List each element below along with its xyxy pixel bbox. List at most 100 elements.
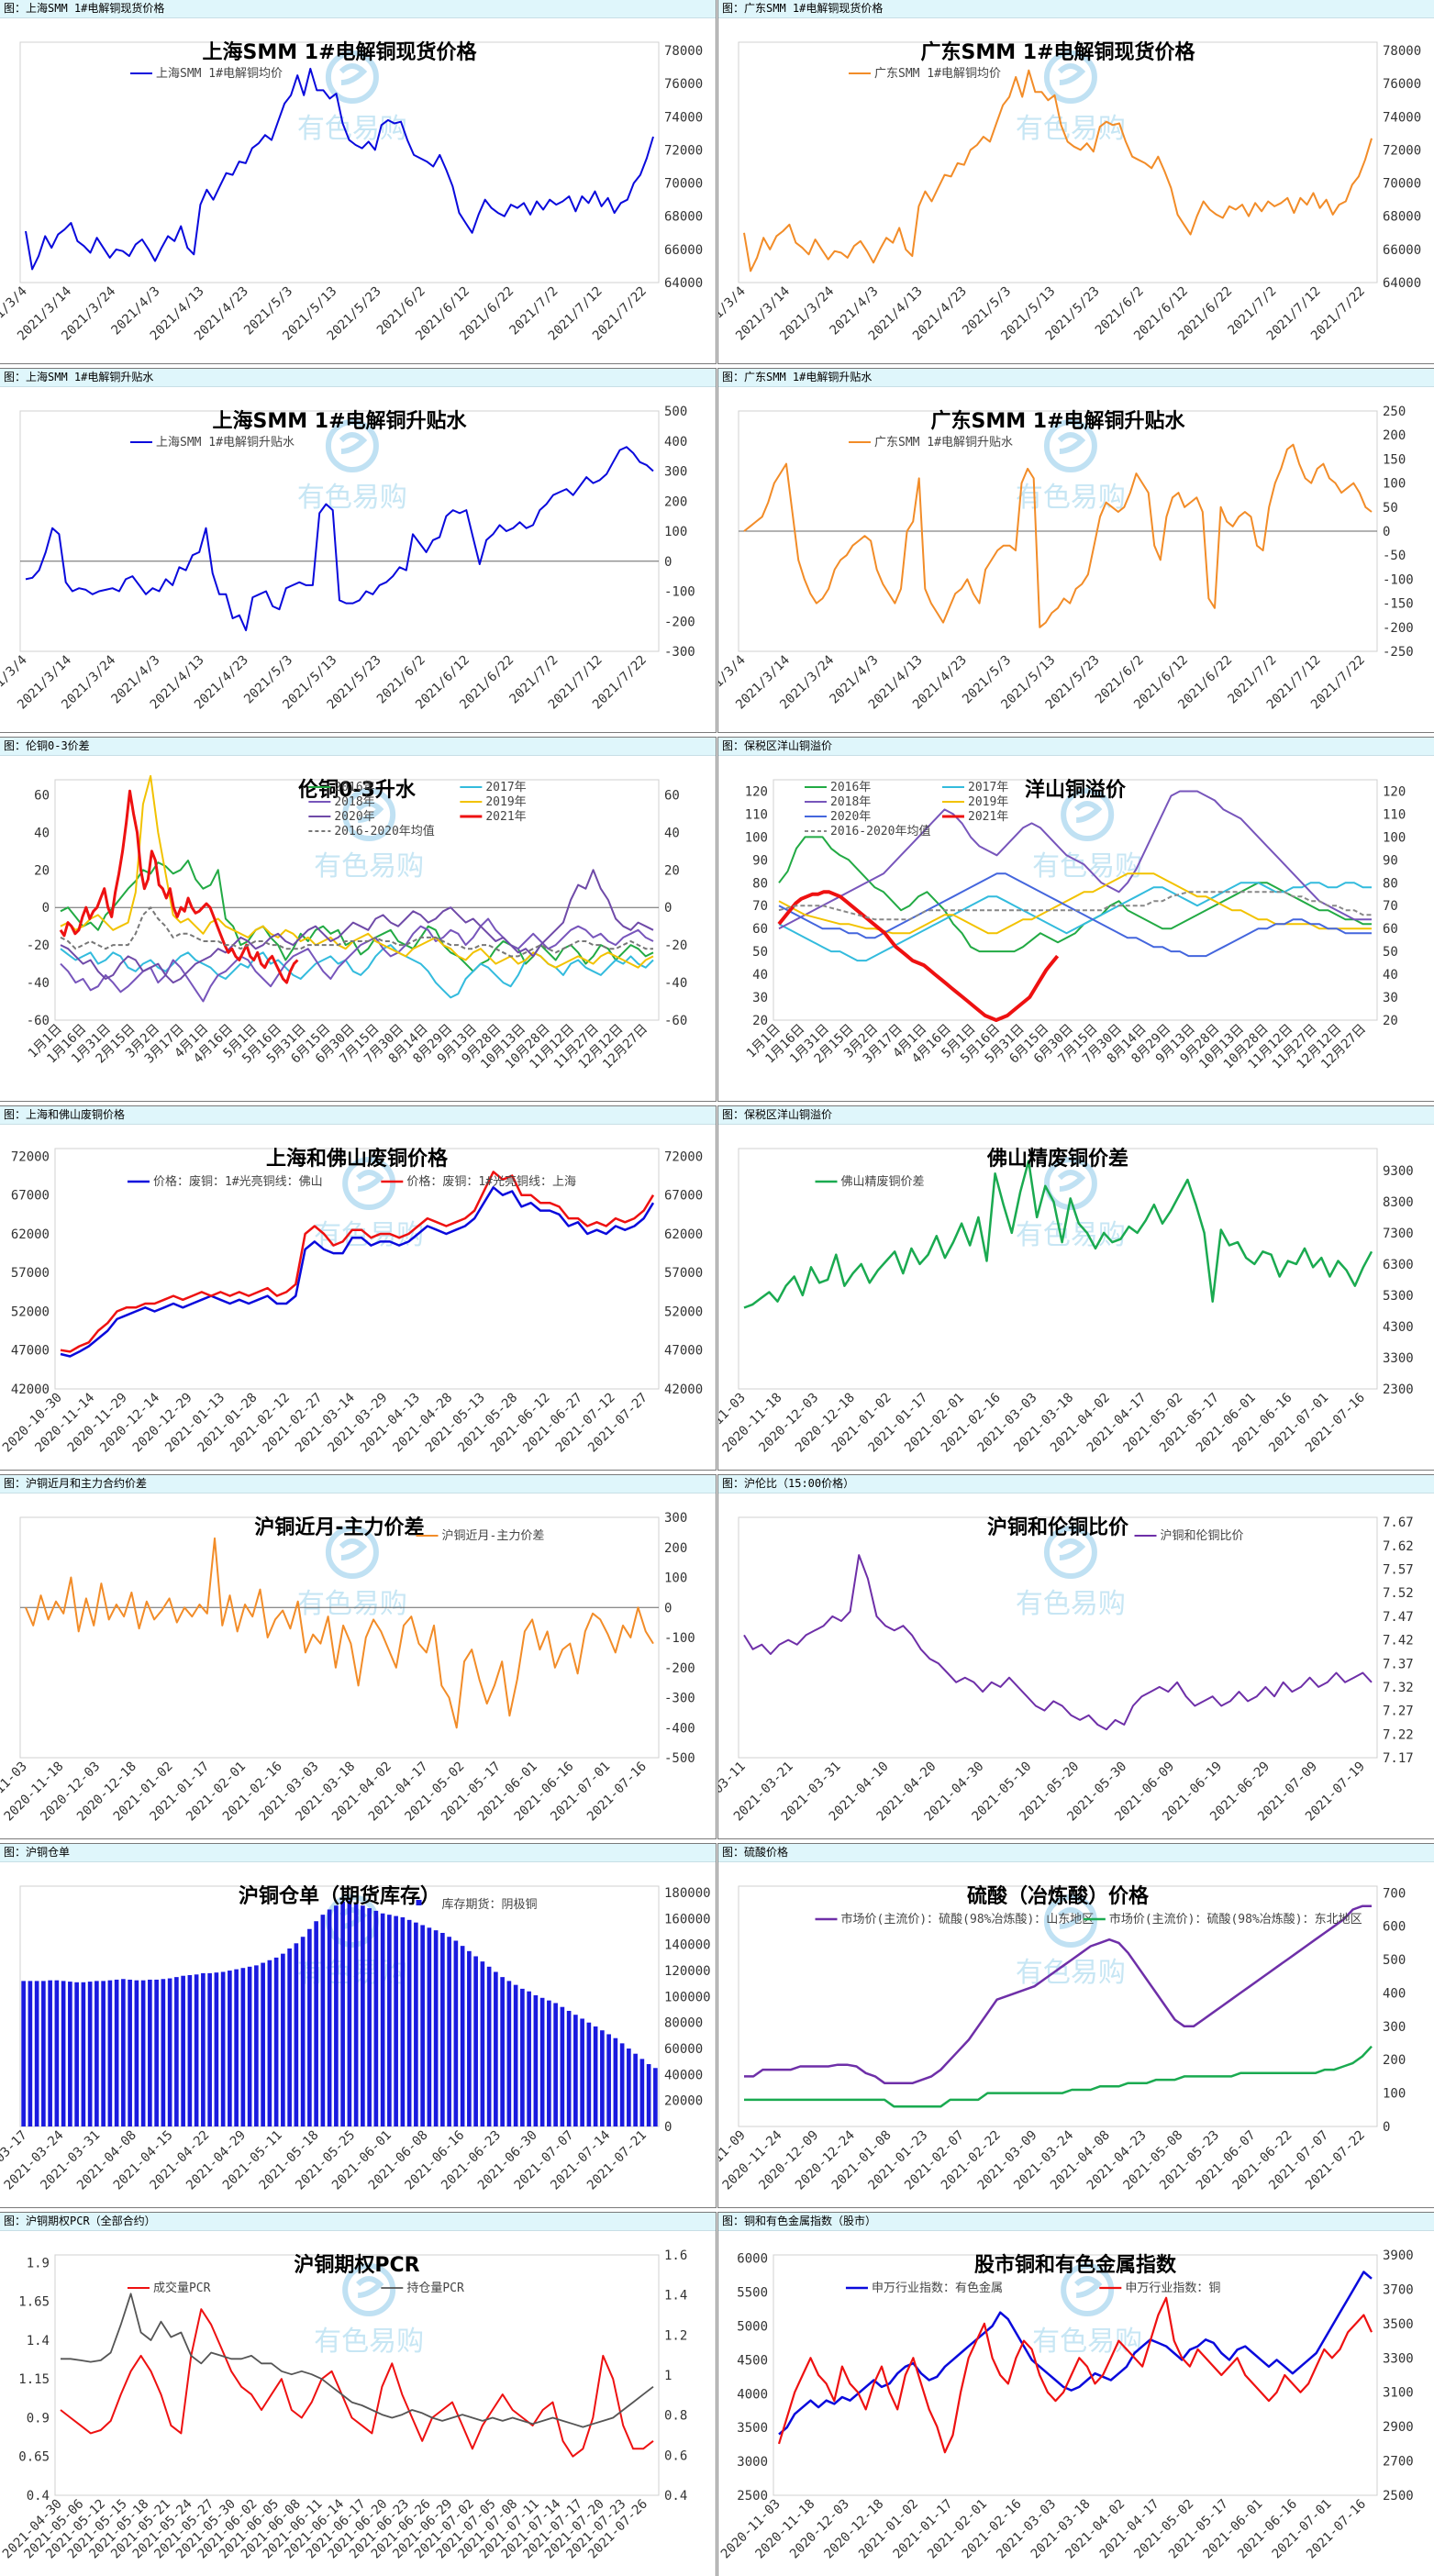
y-right-tick-label: 7.27 (1383, 1704, 1414, 1719)
legend: 2016年 2017年 2018年 2019年 2020年 2021年 2016-2020年… (308, 781, 527, 838)
bar (214, 1972, 219, 2126)
legend-label: 2018年 (334, 795, 374, 809)
y-right-tick-label: 120000 (664, 1964, 711, 1979)
chart-panel-c12: 图：硫酸价格 有色易购 0 100 200 300 400 500 600 700 2020-11-… (717, 1843, 1434, 2208)
watermark-text: 有色易购 (1016, 1219, 1126, 1251)
bar (394, 1915, 398, 2126)
y-right-tick-label: 76000 (664, 77, 703, 92)
plot-area (773, 779, 1378, 1021)
legend-label: 2016年 (830, 781, 871, 794)
watermark: 有色易购 (297, 419, 407, 514)
legend-label: 2017年 (968, 781, 1008, 794)
bar (527, 1991, 531, 2126)
y-left-tick-label: 3000 (737, 2455, 768, 2470)
y-right-tick-label: 160000 (664, 1912, 711, 1926)
series-line-1 (778, 836, 1372, 953)
legend-label: 2019年 (485, 795, 526, 809)
watermark-logo-icon (325, 419, 379, 472)
legend: 上海SMM 1#电解铜升贴水 (130, 436, 295, 450)
legend: 2016年 2017年 2018年 2019年 2020年 2021年 2016-2020年… (805, 781, 1008, 838)
chart-title: 股市铜和有色金属指数 (974, 2253, 1177, 2277)
y-right-tick-label: 62000 (664, 1227, 703, 1242)
series-line-7 (778, 891, 1372, 921)
bar (74, 1982, 79, 2126)
y-right-tick-label: 60000 (664, 2042, 703, 2057)
chart-svg: 有色易购 2500 3000 3500 4000 4500 5000 5500 6000 2500… (718, 2248, 1414, 2561)
legend: 成交量PCR 持仓量PCR (127, 2281, 464, 2295)
watermark: 有色易购 (1016, 1526, 1126, 1620)
bar (161, 1979, 166, 2126)
chart-panel-c6: 图：保税区洋山铜溢价 有色易购 20 30 40 50 60 70 80 90 100 110 120 2… (717, 737, 1434, 1102)
series-line-1 (60, 2308, 654, 2458)
y-left-tick-label: 2500 (737, 2489, 768, 2504)
y-right-tick-label: 57000 (664, 1266, 703, 1281)
series-line-1 (25, 446, 654, 632)
watermark-text: 有色易购 (314, 2326, 424, 2358)
y-right-tick-label: -50 (1383, 549, 1406, 563)
chart-panel-c14: 图：铜和有色金属指数（股市） 有色易购 2500 3000 3500 4000 4500 50… (717, 2212, 1434, 2576)
y-left-tick-label: 120 (745, 784, 768, 799)
legend-label: 2016-2020年均值 (334, 824, 434, 838)
chart-title: 上海SMM 1#电解铜现货价格 (202, 40, 477, 64)
chart-svg: 有色易购 64000 66000 68000 70000 72000 74000 76000 7… (0, 40, 703, 343)
bar (207, 1972, 212, 2126)
panel-header-label: 图：上海SMM 1#电解铜现货价格 (0, 0, 716, 18)
bar (580, 2018, 584, 2126)
y-left-tick-label: 0.4 (27, 2489, 50, 2504)
series-line-1 (743, 443, 1373, 628)
chart-title: 沪铜和伦铜比价 (987, 1516, 1129, 1539)
legend: 广东SMM 1#电解铜升贴水 (849, 436, 1013, 450)
chart-panel-c7: 图：上海和佛山废铜价格 有色易购 42000 47000 52000 57000 62000… (0, 1105, 717, 1471)
chart-panel-c8: 图：保税区洋山铜溢价 有色易购 2300 3300 4300 5300 6300 7300 83… (717, 1105, 1434, 1471)
bar (148, 1979, 152, 2126)
y-right-tick-label: -100 (1383, 572, 1414, 587)
bar (480, 1961, 485, 2126)
y-right-tick-label: 0 (664, 2120, 672, 2135)
y-right-tick-label: 0 (1383, 2120, 1390, 2135)
y-right-tick-label: -60 (664, 1014, 687, 1028)
series-line-1 (25, 1537, 654, 1729)
watermark: 有色易购 (1032, 2263, 1142, 2358)
y-left-tick-label: 90 (752, 853, 768, 868)
y-left-tick-label: 110 (745, 807, 768, 822)
y-left-tick-label: 1.65 (18, 2295, 50, 2310)
y-right-tick-label: 64000 (664, 276, 703, 291)
legend-label: 申万行业指数：铜 (1125, 2282, 1220, 2295)
bar (593, 2026, 598, 2126)
panel-header-label: 图：保税区洋山铜溢价 (718, 738, 1434, 756)
bar (627, 2049, 631, 2126)
bar (494, 1971, 498, 2126)
y-left-tick-label: 6000 (737, 2252, 768, 2267)
legend: 上海SMM 1#电解铜均价 (130, 67, 283, 81)
y-right-tick-label: 200 (664, 494, 687, 509)
bar (21, 1981, 26, 2126)
watermark-swoosh-icon (339, 432, 368, 454)
y-right-tick-label: 3300 (1383, 2351, 1414, 2366)
y-right-tick-label: 100 (1383, 2087, 1406, 2102)
bar (473, 1956, 478, 2126)
watermark-text: 有色易购 (297, 1588, 407, 1620)
bar (41, 1981, 46, 2126)
y-left-tick-label: 60 (34, 788, 50, 803)
y-right-tick-label: -20 (664, 938, 687, 953)
y-right-tick-label: 2300 (1383, 1382, 1414, 1397)
bar (154, 1979, 159, 2126)
watermark-logo-icon (342, 788, 396, 841)
y-right-tick-label: 64000 (1383, 276, 1421, 291)
y-right-tick-label: -150 (1383, 597, 1414, 612)
y-right-tick-label: 50 (1383, 501, 1398, 516)
y-right-tick-label: -40 (664, 976, 687, 991)
y-left-tick-label: 4500 (737, 2353, 768, 2368)
y-right-tick-label: 1.2 (664, 2328, 687, 2343)
y-left-tick-label: 1.15 (18, 2372, 50, 2387)
y-left-tick-label: 1.9 (27, 2256, 50, 2271)
y-right-tick-label: 52000 (664, 1305, 703, 1319)
y-right-tick-label: 0.4 (664, 2489, 687, 2504)
bar (281, 1953, 285, 2126)
y-right-tick-label: 7.32 (1383, 1681, 1414, 1695)
y-right-tick-label: 68000 (1383, 210, 1421, 225)
y-left-tick-label: 42000 (11, 1382, 50, 1397)
y-right-tick-label: 67000 (664, 1189, 703, 1204)
y-right-tick-label: 66000 (664, 243, 703, 258)
